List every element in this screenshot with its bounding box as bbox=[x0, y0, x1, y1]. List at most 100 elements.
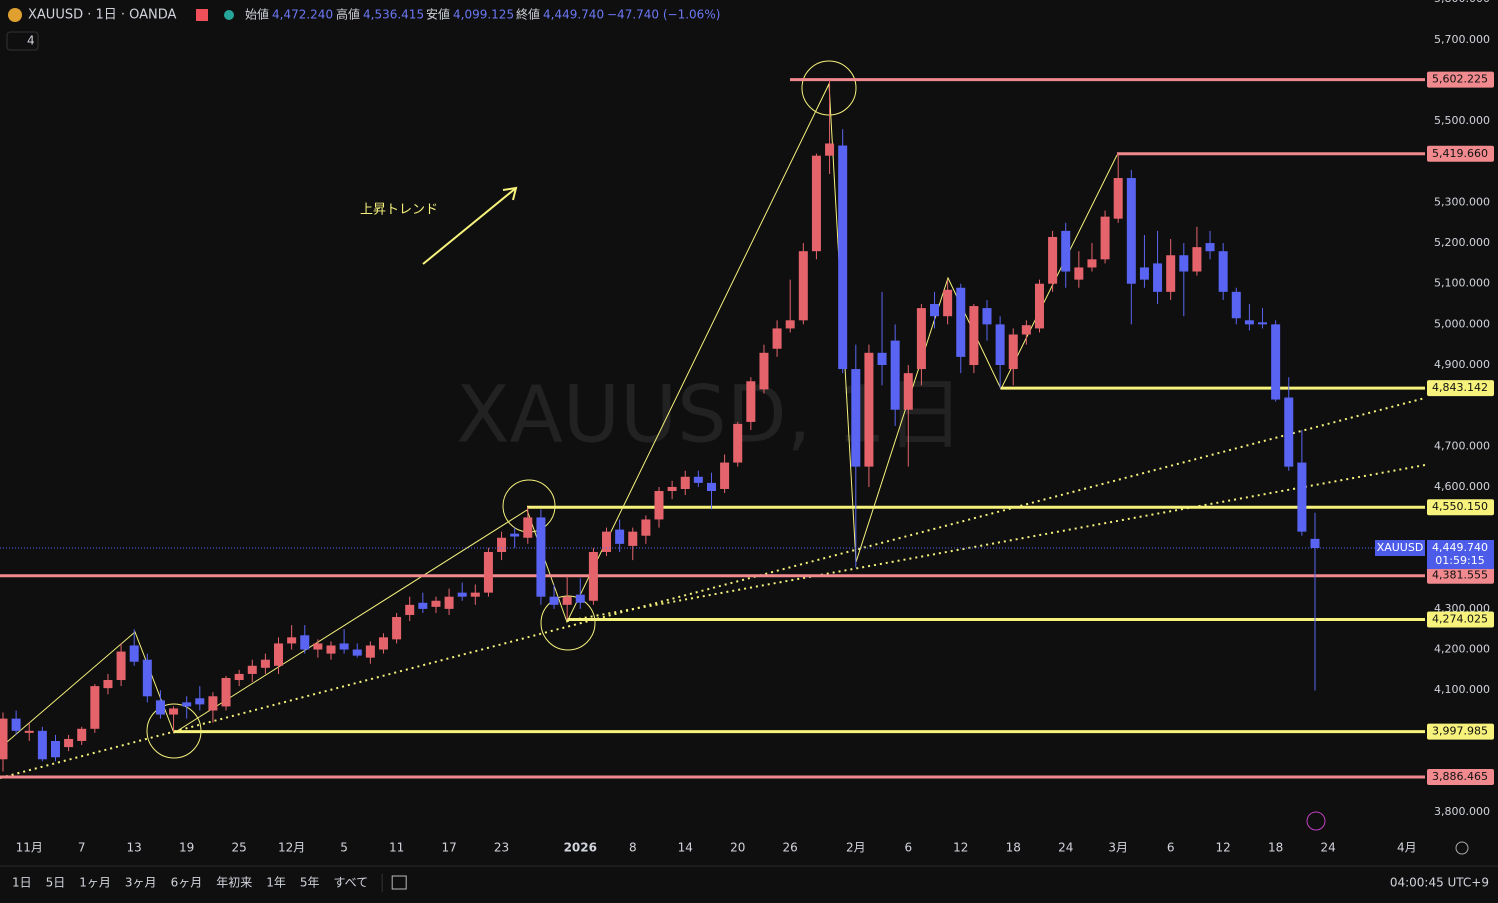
circle-marker bbox=[540, 595, 596, 651]
candle-body bbox=[234, 673, 244, 681]
candle-body bbox=[602, 531, 612, 552]
level-tag bbox=[1427, 768, 1494, 785]
x-tick-label: 8 bbox=[629, 841, 637, 855]
candle-body bbox=[680, 476, 690, 489]
settings-icon[interactable] bbox=[1455, 841, 1469, 855]
x-tick-label: 12 bbox=[953, 841, 968, 855]
candle-body bbox=[1258, 322, 1268, 325]
indicator-toggle[interactable] bbox=[6, 31, 39, 51]
range-button[interactable]: 1年 bbox=[266, 876, 286, 890]
x-tick-label: 11 bbox=[389, 841, 404, 855]
candle-body bbox=[339, 643, 349, 650]
candle-body bbox=[943, 289, 953, 317]
candle-body bbox=[851, 369, 861, 467]
candle-body bbox=[772, 328, 782, 349]
candle-body bbox=[667, 486, 677, 492]
candle-body bbox=[103, 680, 113, 689]
y-tick-label: 5,200.000 bbox=[1434, 236, 1490, 249]
candle-body bbox=[641, 519, 651, 536]
candle-body bbox=[444, 596, 454, 609]
level-tag bbox=[1427, 567, 1494, 584]
x-tick-label: 24 bbox=[1320, 841, 1335, 855]
x-tick-label: 6 bbox=[904, 841, 912, 855]
annotation: 上昇トレンド bbox=[360, 203, 438, 218]
candle-body bbox=[838, 145, 848, 370]
x-tick-label: 2月 bbox=[846, 841, 866, 855]
x-tick-label: 24 bbox=[1058, 841, 1073, 855]
candle-body bbox=[733, 423, 743, 463]
arrow bbox=[422, 187, 517, 265]
range-button[interactable]: 年初来 bbox=[216, 876, 252, 890]
y-tick-label: 4,900.000 bbox=[1434, 358, 1490, 371]
trend-dotted bbox=[566, 464, 1426, 622]
range-button[interactable]: 5日 bbox=[46, 876, 66, 890]
candle-body bbox=[1087, 259, 1097, 268]
candle-body bbox=[1205, 243, 1215, 252]
y-tick-label: 5,700.000 bbox=[1434, 33, 1490, 46]
last-price-label: 4,449.740 bbox=[1432, 541, 1488, 554]
alert-icon[interactable] bbox=[1306, 811, 1326, 831]
level-label: 3,886.465 bbox=[1432, 770, 1488, 783]
level-tag bbox=[1427, 380, 1494, 397]
candle-body bbox=[64, 738, 74, 748]
arrow-head bbox=[502, 186, 518, 201]
x-tick-label: 20 bbox=[730, 841, 745, 855]
candle-body bbox=[654, 491, 664, 520]
indicator-count[interactable]: 4 bbox=[27, 34, 35, 48]
candle-body bbox=[313, 643, 323, 650]
candle-body bbox=[1153, 263, 1163, 292]
y-tick-label: 5,100.000 bbox=[1434, 277, 1490, 290]
candle-body bbox=[1192, 247, 1202, 272]
symbol-icon bbox=[8, 8, 22, 22]
candle-body bbox=[510, 533, 520, 537]
candle-body bbox=[1139, 267, 1149, 280]
flag-icon bbox=[196, 9, 208, 21]
candle-body bbox=[300, 635, 310, 650]
range-button[interactable]: 5年 bbox=[300, 876, 320, 890]
range-button[interactable]: 3ヶ月 bbox=[125, 876, 157, 890]
candle-body bbox=[431, 600, 441, 607]
x-tick-label: 4月 bbox=[1397, 841, 1417, 855]
range-button[interactable]: 6ヶ月 bbox=[171, 876, 203, 890]
range-button[interactable]: 1ヶ月 bbox=[79, 876, 111, 890]
candle-body bbox=[1218, 251, 1228, 292]
range-button[interactable]: 1日 bbox=[12, 876, 32, 890]
header: XAUUSD · 1日 · OANDA 始値 4,472.240 高値 4,53… bbox=[6, 7, 720, 51]
candle-body bbox=[785, 320, 795, 329]
level-tag bbox=[1427, 723, 1494, 740]
candle-body bbox=[1008, 334, 1018, 370]
x-tick-label: 23 bbox=[494, 841, 509, 855]
candle-body bbox=[247, 665, 257, 674]
level-tag bbox=[1427, 71, 1494, 88]
ohlc-label: 始値 bbox=[245, 7, 269, 22]
plot bbox=[0, 78, 1425, 779]
candle-body bbox=[1284, 397, 1294, 467]
x-tick-label: 2026 bbox=[564, 841, 597, 855]
candle-body bbox=[378, 637, 388, 650]
candle-body bbox=[562, 596, 572, 605]
candle-body bbox=[365, 645, 375, 658]
watermark: XAUUSD, 1日 bbox=[456, 370, 964, 460]
candle-body bbox=[221, 677, 231, 707]
x-tick-label: 26 bbox=[783, 841, 798, 855]
candle-body bbox=[0, 718, 8, 760]
candle-body bbox=[457, 592, 467, 597]
candle-body bbox=[1297, 462, 1307, 532]
ohlc-label: 高値 bbox=[336, 7, 360, 22]
ohlc-value: 4,449.740 bbox=[543, 8, 604, 22]
candle-body bbox=[392, 617, 402, 640]
candle-body bbox=[352, 649, 362, 656]
candle-body bbox=[1231, 291, 1241, 319]
ohlc-value: 4,536.415 bbox=[363, 8, 424, 22]
symbol: XAUUSD · 1日 · OANDA bbox=[28, 8, 177, 23]
candle-body bbox=[1113, 178, 1123, 219]
candle-body bbox=[1166, 255, 1176, 292]
candle-body bbox=[575, 594, 585, 603]
x-tick-label: 3月 bbox=[1108, 841, 1128, 855]
range-button[interactable]: すべて bbox=[334, 876, 369, 890]
candle-body bbox=[1244, 320, 1254, 325]
level-label: 4,550.150 bbox=[1432, 500, 1488, 513]
countdown: 01:59:15 bbox=[1435, 554, 1484, 567]
candle-body bbox=[287, 637, 297, 644]
candle-body bbox=[11, 718, 21, 731]
